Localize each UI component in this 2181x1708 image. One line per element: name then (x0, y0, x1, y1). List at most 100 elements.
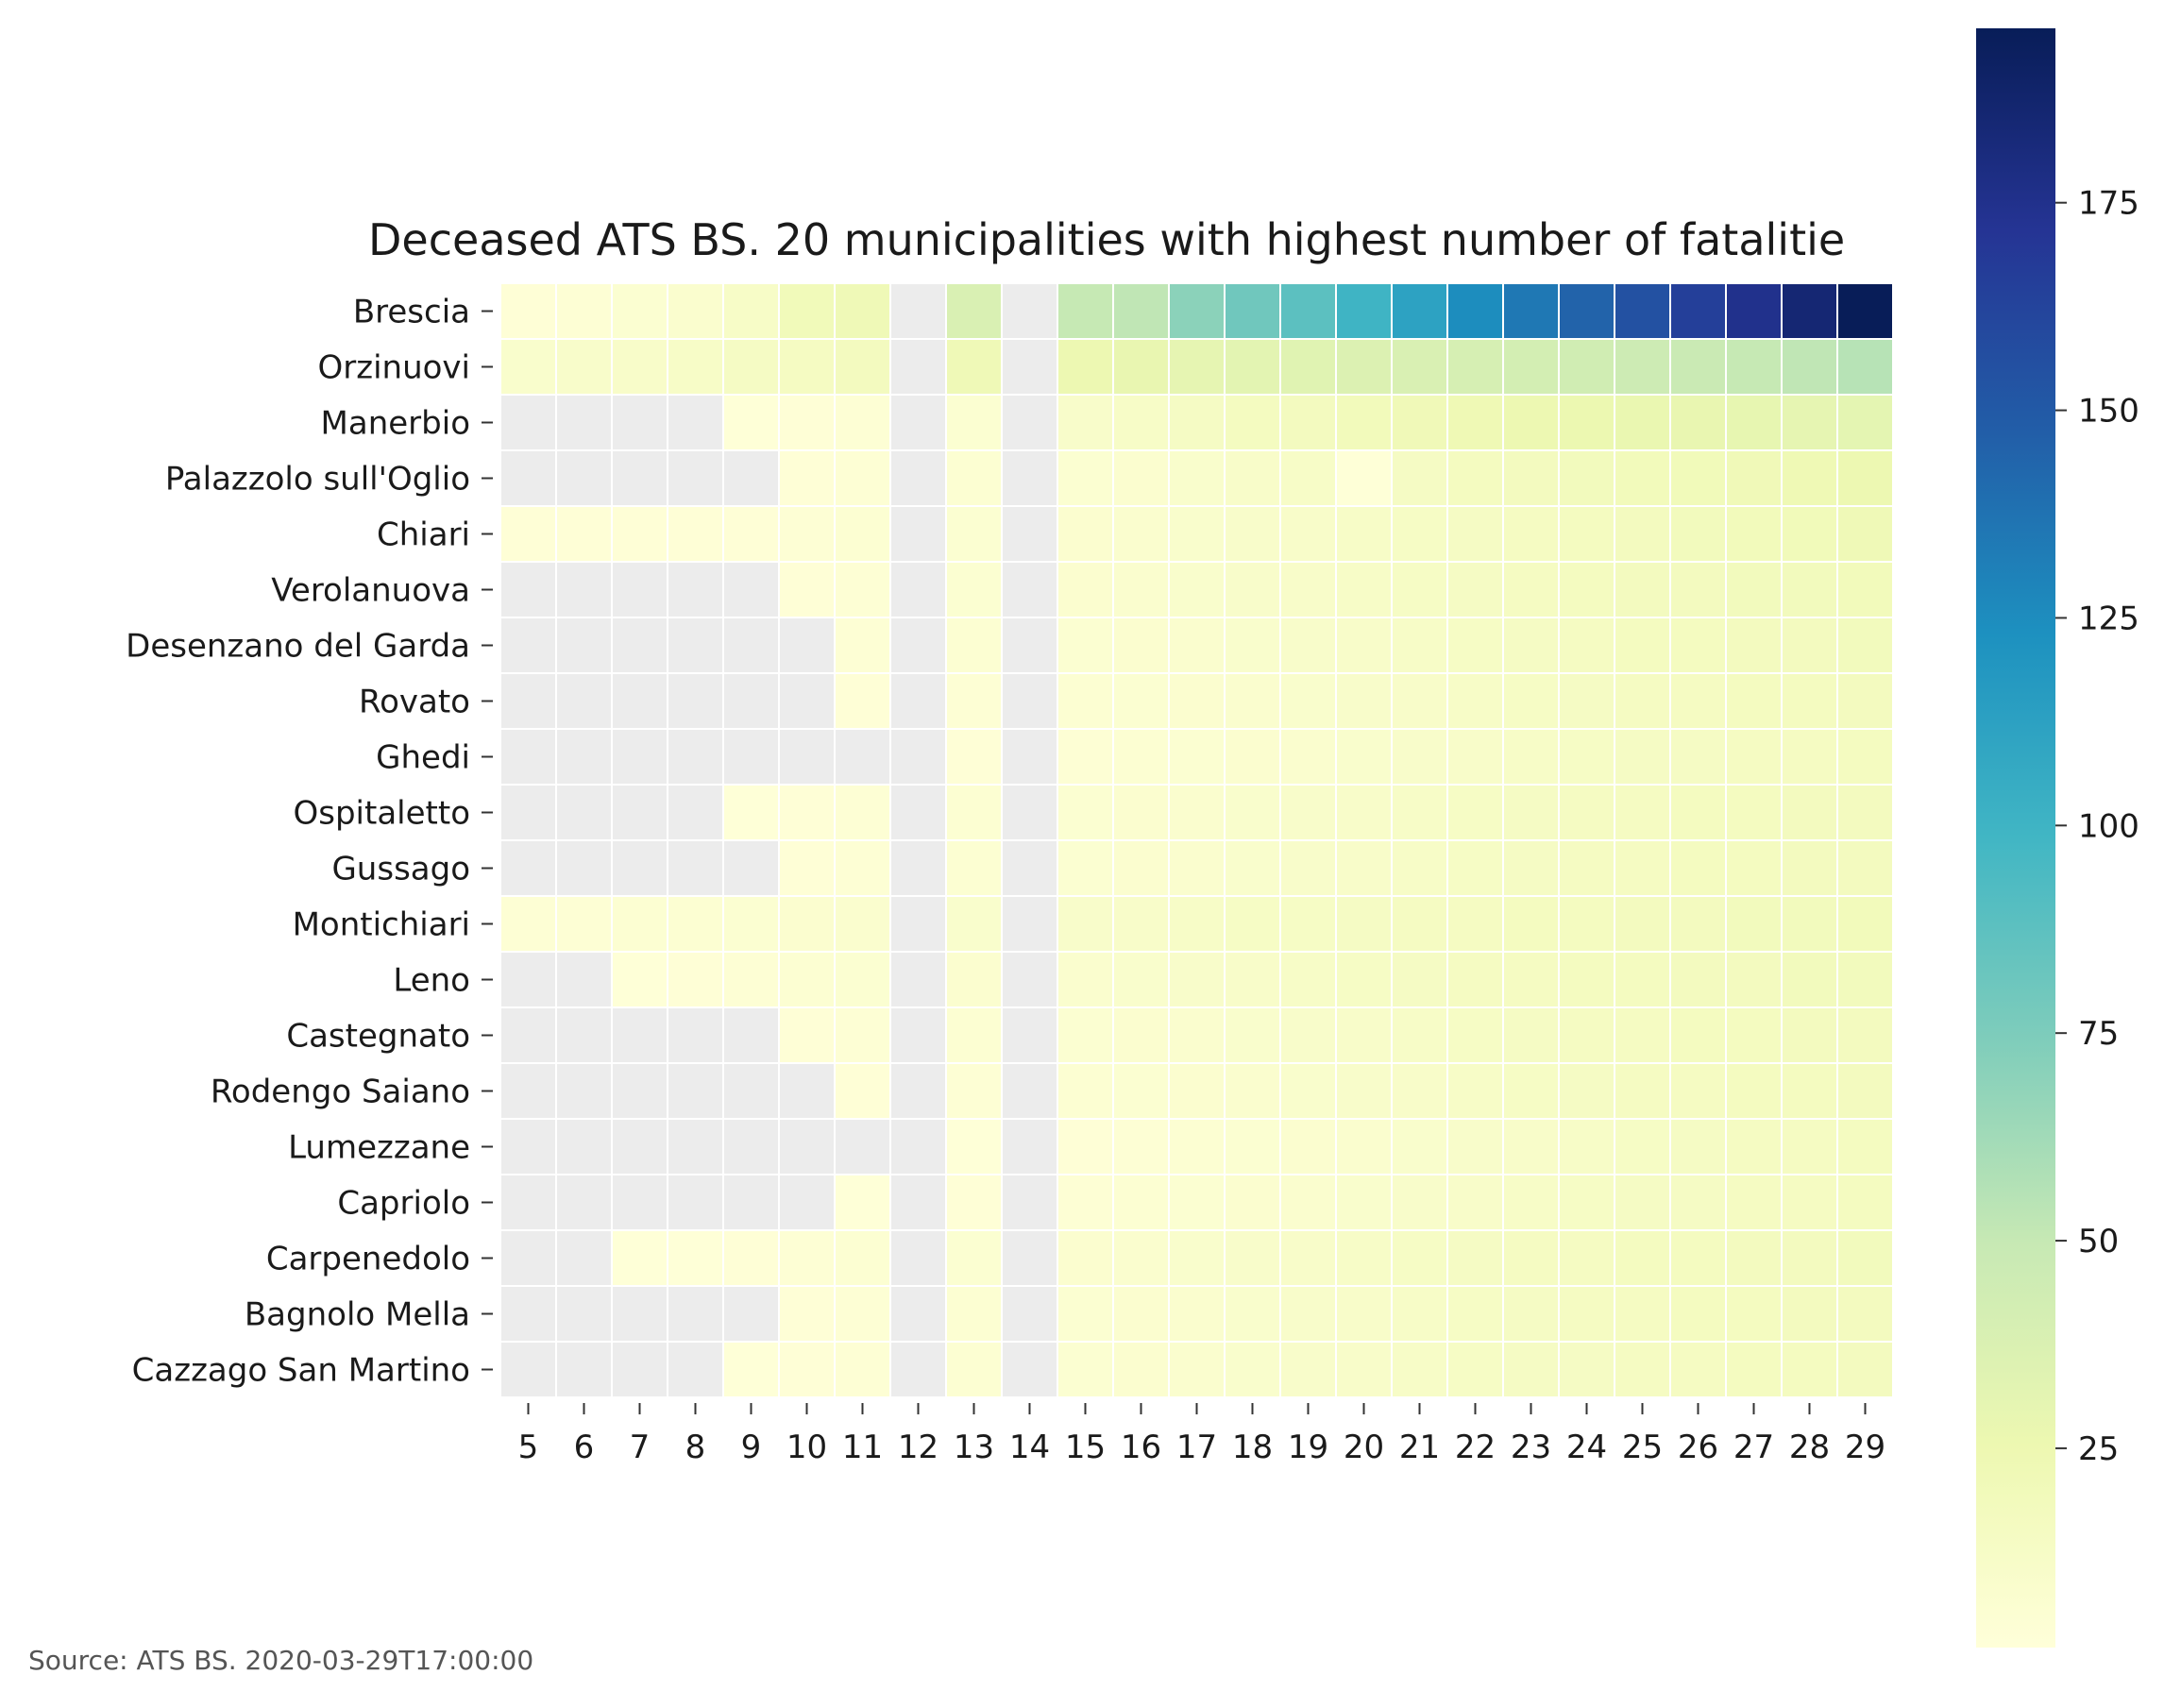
heatmap-cell (945, 505, 1003, 563)
heatmap-cell (945, 951, 1003, 1008)
heatmap-cell (1502, 784, 1560, 841)
heatmap-cell (1614, 1006, 1671, 1064)
heatmap-cell (1168, 338, 1226, 396)
y-tick-label: Brescia (353, 294, 470, 331)
heatmap-cell (499, 617, 557, 674)
colorbar-tick-label: 50 (2078, 1223, 2119, 1260)
heatmap-cell (667, 561, 724, 618)
heatmap-cell (1391, 951, 1448, 1008)
heatmap-cell (1502, 951, 1560, 1008)
heatmap-cell (1279, 1006, 1337, 1064)
heatmap-cell (1614, 1341, 1671, 1398)
heatmap-cell (1335, 394, 1393, 451)
heatmap-cell (1614, 561, 1671, 618)
heatmap-cell (1781, 1006, 1838, 1064)
heatmap-cell (1446, 561, 1504, 618)
heatmap-cell (1168, 1006, 1226, 1064)
heatmap-cell (945, 672, 1003, 730)
heatmap-cell (1279, 282, 1337, 340)
heatmap-cell (611, 1118, 668, 1175)
heatmap-cell (1836, 505, 1894, 563)
heatmap-cell (945, 784, 1003, 841)
heatmap-cell (945, 1285, 1003, 1343)
heatmap-cell (1446, 338, 1504, 396)
heatmap-cell (1001, 839, 1058, 897)
heatmap-cell (834, 449, 891, 507)
heatmap-cell (1558, 951, 1615, 1008)
heatmap-cell (611, 561, 668, 618)
heatmap-cell (1057, 1229, 1114, 1287)
heatmap-cell (1446, 449, 1504, 507)
heatmap-cell (1391, 1229, 1448, 1287)
x-tick-label: 15 (1065, 1429, 1106, 1466)
heatmap-cell (611, 784, 668, 841)
heatmap-cell (1669, 895, 1727, 953)
heatmap-cell (1781, 1285, 1838, 1343)
y-tick-label: Desenzano del Garda (126, 628, 470, 666)
heatmap-cell (1001, 672, 1058, 730)
heatmap-cell (834, 1285, 891, 1343)
heatmap-cell (555, 1174, 613, 1231)
heatmap-cell (945, 895, 1003, 953)
heatmap-cell (1112, 505, 1170, 563)
heatmap-cell (1836, 449, 1894, 507)
heatmap-cell (1558, 617, 1615, 674)
heatmap-cell (1502, 1174, 1560, 1231)
heatmap-cell (1725, 1118, 1783, 1175)
heatmap-cell (555, 784, 613, 841)
heatmap-cell (1335, 728, 1393, 786)
heatmap-cell (667, 1229, 724, 1287)
heatmap-cell (1669, 1341, 1727, 1398)
heatmap-cell (889, 282, 947, 340)
heatmap-cell (1391, 1285, 1448, 1343)
heatmap-cell (1391, 895, 1448, 953)
y-tick-label: Ospitaletto (294, 795, 471, 833)
heatmap-cell (778, 1341, 836, 1398)
heatmap-cell (889, 784, 947, 841)
heatmap-cell (1669, 561, 1727, 618)
y-tick-label: Chiari (377, 516, 470, 554)
heatmap-cell (1781, 561, 1838, 618)
heatmap-cell (1335, 672, 1393, 730)
heatmap-cell (499, 839, 557, 897)
heatmap-cell (1725, 282, 1783, 340)
heatmap-cell (1001, 338, 1058, 396)
heatmap-cell (1446, 951, 1504, 1008)
heatmap-cell (1391, 561, 1448, 618)
heatmap-cell (1446, 839, 1504, 897)
heatmap-cell (1168, 895, 1226, 953)
heatmap-cell (499, 672, 557, 730)
heatmap-cell (1335, 784, 1393, 841)
heatmap-cell (1669, 672, 1727, 730)
heatmap-cell (1224, 617, 1281, 674)
heatmap-cell (834, 1062, 891, 1120)
heatmap-cell (834, 1229, 891, 1287)
heatmap-cell (722, 1118, 780, 1175)
y-tick-label: Leno (393, 962, 470, 1000)
heatmap-cell (1669, 951, 1727, 1008)
heatmap-cell (1168, 1341, 1226, 1398)
heatmap-cell (1057, 1341, 1114, 1398)
heatmap-cell (1391, 505, 1448, 563)
heatmap-cell (499, 1229, 557, 1287)
heatmap-cell (1558, 1341, 1615, 1398)
heatmap-cell (1335, 895, 1393, 953)
heatmap-cell (1335, 1006, 1393, 1064)
heatmap-cell (722, 282, 780, 340)
y-tick-label: Orzinuovi (318, 349, 471, 387)
heatmap-cell (667, 728, 724, 786)
heatmap-cell (1168, 839, 1226, 897)
y-tick-label: Palazzolo sull'Oglio (165, 461, 470, 499)
x-tick-label: 21 (1399, 1429, 1440, 1466)
heatmap-cell (1669, 839, 1727, 897)
heatmap-cell (1168, 672, 1226, 730)
heatmap-cell (1112, 449, 1170, 507)
heatmap-cell (1391, 839, 1448, 897)
heatmap-cell (1057, 505, 1114, 563)
heatmap-cell (499, 728, 557, 786)
heatmap-cell (1446, 1174, 1504, 1231)
heatmap-cell (834, 338, 891, 396)
heatmap-cell (1836, 839, 1894, 897)
heatmap-cell (945, 338, 1003, 396)
